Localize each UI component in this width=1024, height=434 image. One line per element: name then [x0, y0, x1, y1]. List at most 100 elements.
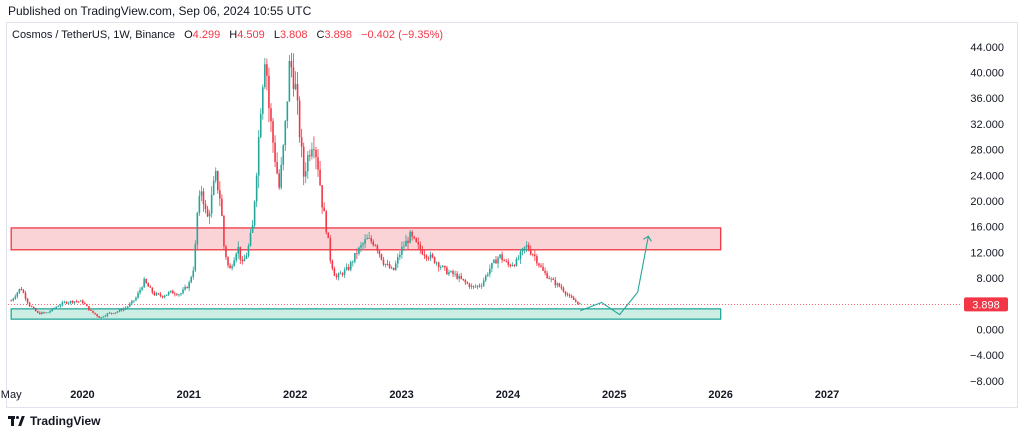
candle-body	[499, 254, 501, 258]
candle-body	[67, 302, 70, 304]
candle-body	[435, 262, 438, 264]
candle-body	[505, 261, 508, 262]
candle-body	[527, 245, 530, 251]
candle-body	[315, 149, 317, 158]
candle-body	[147, 283, 150, 287]
candle-body	[413, 236, 415, 239]
candle-body	[182, 289, 184, 294]
open-value: 4.299	[192, 29, 221, 41]
candle-body	[294, 84, 297, 90]
candle-body	[515, 258, 518, 266]
tradingview-footer[interactable]: TradingView	[8, 414, 100, 428]
candle-body	[464, 280, 467, 283]
candle-body	[482, 280, 485, 286]
candle-body	[186, 286, 188, 289]
candle-body	[458, 275, 460, 279]
candle-body	[503, 260, 505, 262]
y-tick-label: 28.000	[970, 145, 1004, 157]
candle-body	[339, 273, 342, 275]
candle-body	[448, 272, 450, 275]
candle-body	[268, 75, 270, 109]
candle-body	[26, 298, 29, 303]
published-header: Published on TradingView.com, Sep 06, 20…	[8, 4, 312, 18]
candle-body	[394, 263, 397, 270]
candle-body	[523, 246, 526, 249]
candle-body	[276, 162, 278, 174]
candle-body	[296, 84, 299, 101]
candle-body	[200, 191, 203, 196]
candle-body	[229, 265, 231, 269]
candle-body	[57, 306, 60, 308]
candle-body	[110, 312, 113, 314]
candle-body	[501, 254, 503, 261]
candle-body	[507, 261, 510, 265]
candle-body	[202, 191, 205, 205]
candle-body	[116, 311, 119, 313]
candle-body	[521, 248, 524, 252]
tradingview-brand: TradingView	[30, 414, 101, 428]
high-value: 4.509	[237, 29, 265, 41]
candle-body	[264, 64, 266, 88]
candle-body	[253, 201, 256, 226]
candle-body	[380, 253, 383, 260]
candle-body	[102, 316, 105, 318]
candle-body	[39, 312, 41, 315]
candle-body	[212, 180, 215, 195]
candle-body	[194, 244, 197, 271]
candle-body	[239, 246, 242, 260]
candle-body	[525, 245, 528, 247]
candle-body	[405, 240, 407, 247]
candle-body	[347, 266, 350, 270]
candle-body	[214, 171, 217, 181]
change-value: −0.402 (−9.35%)	[361, 29, 444, 41]
candle-body	[12, 298, 15, 301]
candle-body	[249, 232, 252, 246]
candle-body	[221, 198, 223, 216]
candle-body	[65, 301, 68, 304]
x-tick-label: 2024	[496, 389, 521, 401]
candle-body	[456, 273, 458, 279]
candle-body	[157, 293, 160, 295]
candle-body	[163, 295, 166, 298]
candle-body	[384, 263, 387, 265]
candle-body	[354, 252, 356, 262]
candle-body	[333, 268, 336, 276]
candle-body	[210, 194, 213, 214]
candle-body	[169, 290, 172, 293]
candle-body	[20, 288, 23, 291]
candle-body	[529, 250, 532, 255]
candle-body	[63, 301, 66, 303]
candle-body	[272, 121, 274, 143]
candle-body	[378, 250, 381, 254]
candle-body	[444, 265, 446, 268]
candle-body	[317, 157, 319, 170]
candle-body	[22, 290, 25, 293]
candle-body	[423, 254, 426, 256]
candle-body	[399, 254, 401, 258]
candle-body	[118, 309, 121, 312]
candle-body	[51, 308, 53, 312]
candle-body	[570, 295, 573, 298]
candle-body	[538, 263, 540, 266]
candle-body	[49, 311, 51, 313]
candle-body	[171, 290, 174, 294]
candle-body	[470, 285, 473, 287]
candle-body	[362, 243, 364, 246]
close-value: 3.898	[324, 29, 353, 41]
high-label: H	[229, 29, 238, 41]
candle-body	[69, 300, 72, 303]
candle-body	[403, 246, 405, 248]
candle-body	[59, 305, 62, 307]
candle-body	[372, 241, 375, 246]
candle-body	[100, 317, 102, 318]
candle-body	[511, 265, 514, 266]
candle-body	[106, 313, 109, 316]
candle-body	[491, 262, 493, 269]
candle-body	[24, 292, 27, 299]
candle-body	[446, 267, 448, 275]
candle-body	[233, 260, 235, 267]
candle-body	[421, 249, 424, 255]
y-tick-label: 24.000	[970, 170, 1004, 182]
candle-body	[392, 267, 395, 270]
